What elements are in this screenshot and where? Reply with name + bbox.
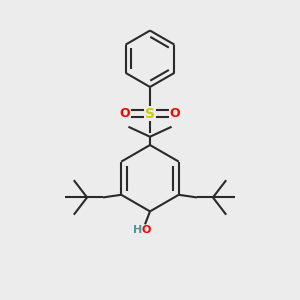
Text: S: S (145, 106, 155, 121)
Text: O: O (169, 107, 180, 120)
Text: O: O (142, 225, 152, 235)
Text: O: O (120, 107, 130, 120)
Text: H: H (133, 225, 142, 235)
